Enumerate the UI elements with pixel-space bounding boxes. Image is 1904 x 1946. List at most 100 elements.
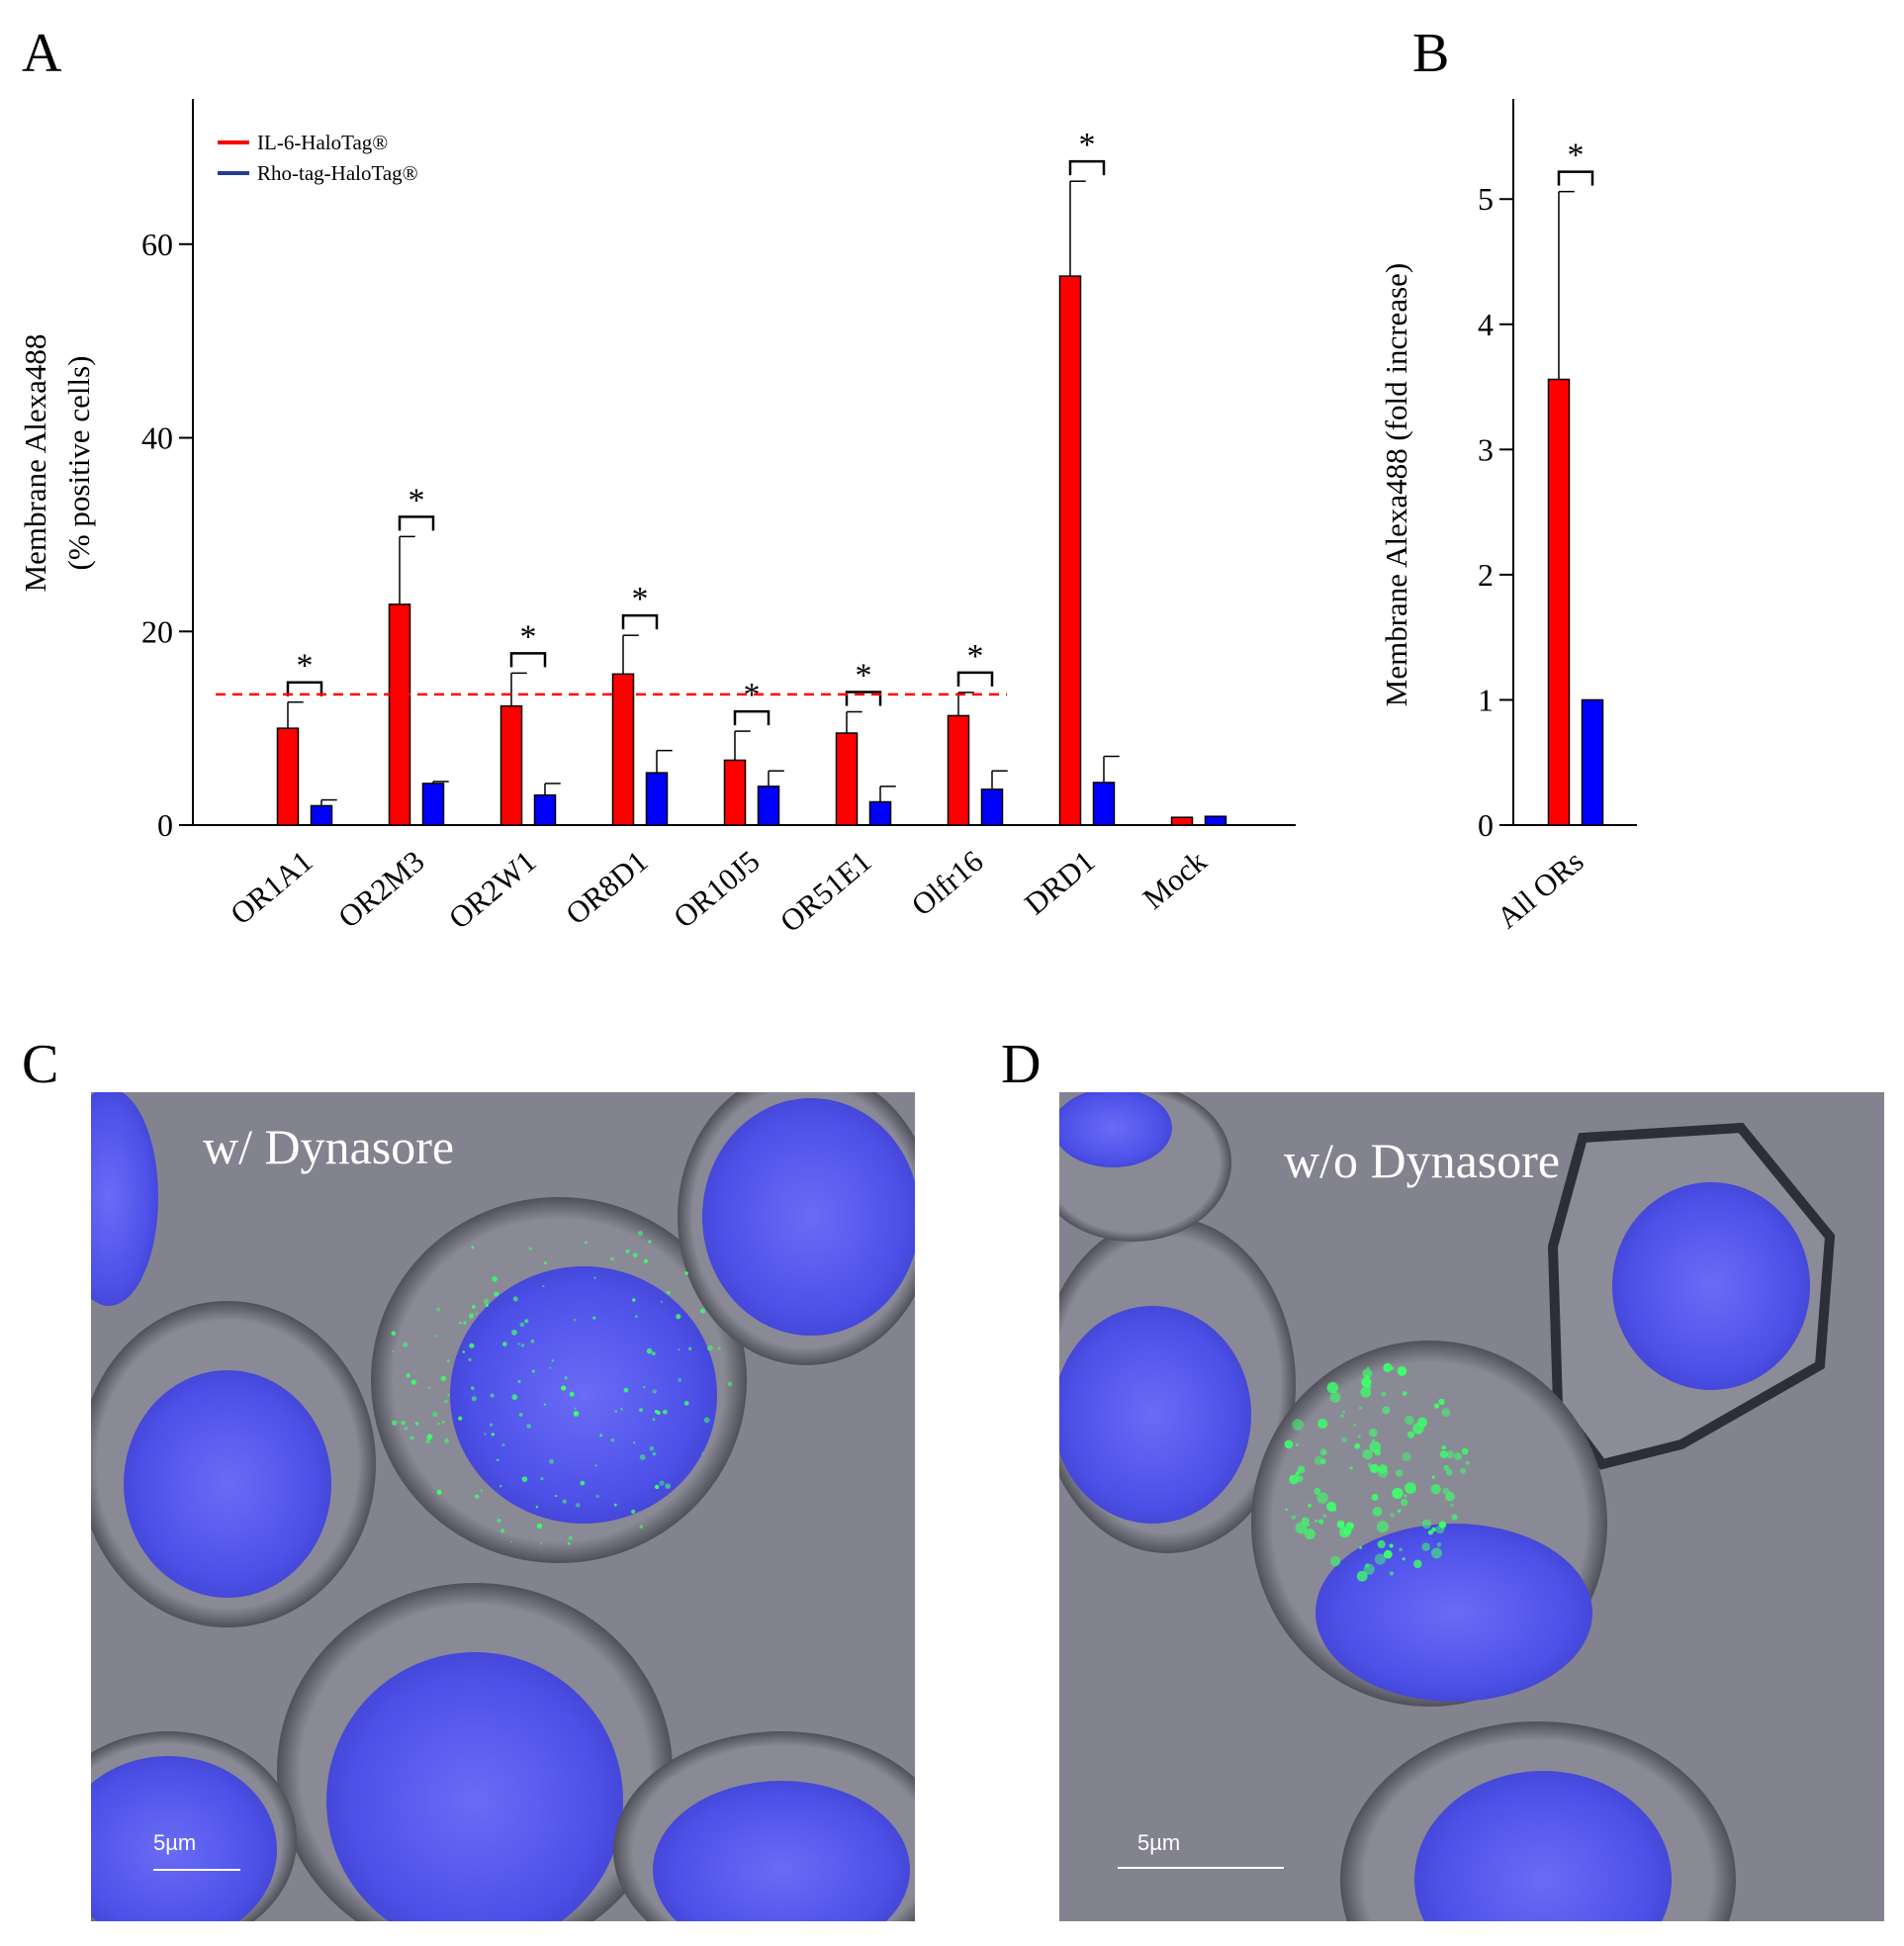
fluorescence-dot [1389,1571,1395,1576]
fluorescence-dot [1433,1403,1440,1409]
fluorescence-dot [551,1359,555,1362]
fluorescence-dot [440,1375,447,1382]
fluorescence-dot [659,1480,665,1486]
fluorescence-dot [610,1437,615,1442]
fluorescence-dot [458,1416,463,1421]
fluorescence-dot [1382,1406,1391,1415]
fluorescence-dot [540,1542,543,1545]
fluorescence-dot [1360,1386,1372,1398]
fluorescence-dot [517,1343,520,1345]
significance-bracket [956,671,994,687]
y-tick-label: 0 [1478,807,1494,843]
bar [645,772,669,826]
fluorescence-dot [1341,1436,1347,1442]
y-tick-label: 4 [1478,307,1494,342]
fluorescence-dot [1353,1423,1357,1427]
nucleus [1059,1092,1172,1167]
fluorescence-dot [521,1476,528,1482]
bar [1204,815,1227,826]
significance-bracket [621,613,659,630]
fluorescence-dot [485,1303,489,1307]
bar [1170,816,1194,826]
bar [757,786,780,826]
legend-a: IL-6-HaloTag® Rho-tag-HaloTag® [218,131,418,185]
fluorescence-dot [555,1494,558,1498]
x-tick-label: Mock [1136,843,1214,916]
fluorescence-dot [401,1420,406,1426]
fluorescence-dot [678,1348,680,1351]
bar [1547,378,1571,826]
fluorescence-dot [625,1249,630,1253]
fluorescence-dot [549,1458,554,1464]
significance-star: * [744,677,761,713]
fluorescence-dot [509,1540,512,1543]
x-tick-label: DRD1 [1018,844,1102,922]
bar [499,704,523,826]
fluorescence-dot [519,1322,525,1328]
fluorescence-dot [1354,1442,1361,1449]
fluorescence-dot [652,1418,656,1422]
y-tick-label: 5 [1478,181,1494,217]
fluorescence-dot [1289,1474,1300,1485]
y-tick-label: 2 [1478,557,1494,593]
significance-bracket [509,652,547,668]
fluorescence-dot [471,1305,476,1309]
fluorescence-dot [1399,1547,1404,1552]
fluorescence-dot [463,1321,467,1325]
fluorescence-dot [444,1399,448,1404]
bar [835,732,859,826]
fluorescence-dot [427,1386,431,1389]
fluorescence-dot [683,1401,689,1406]
scale-bar-label: 5µm [1137,1830,1180,1855]
nucleus [1414,1771,1672,1921]
legend-label-rho: Rho-tag-HaloTag® [257,161,418,185]
fluorescence-dot [1366,1366,1370,1370]
significance-star: * [967,638,984,675]
fluorescence-dot [1397,1366,1407,1376]
fluorescence-dot [1445,1450,1455,1459]
fluorescence-dot [1450,1503,1454,1508]
fluorescence-dot [447,1394,450,1397]
fluorescence-dot [593,1276,596,1279]
fluorescence-dot [462,1350,466,1353]
micrograph-d: w/o Dynasore 5µm [1059,1092,1884,1921]
fluorescence-dot [1356,1570,1368,1582]
fluorescence-dot [620,1408,623,1411]
bar [1058,275,1082,826]
bar [868,800,892,826]
fluorescence-dot [431,1411,438,1418]
fluorescence-dot [646,1347,653,1354]
fluorescence-dot [468,1357,472,1362]
x-tick-label: Olfr16 [905,844,990,923]
fluorescence-dot [524,1319,529,1324]
fluorescence-dot [1413,1559,1422,1569]
bar [947,714,970,826]
fluorescence-dot [403,1342,408,1347]
fluorescence-dot [526,1424,532,1429]
fluorescence-dot [561,1385,567,1391]
fluorescence-dot [435,1335,438,1338]
legend-label-il6: IL-6-HaloTag® [257,131,388,154]
significance-star: * [856,657,872,694]
nucleus [91,1756,277,1921]
fluorescence-dot [471,1396,477,1402]
fluorescence-dot [1297,1465,1306,1474]
fluorescence-dot [667,1290,671,1295]
fluorescence-dot [484,1433,487,1436]
fluorescence-dot [501,1442,505,1446]
panel-letter-c: C [22,1034,58,1095]
x-tick-label: OR51E1 [773,844,878,940]
fluorescence-dot [425,1438,431,1444]
fluorescence-dot [444,1437,449,1443]
fluorescence-dot [1441,1444,1446,1450]
fluorescence-dot [535,1506,539,1509]
y-tick-label: 60 [141,227,173,262]
fluorescence-dot [1342,1410,1346,1414]
nucleus [450,1266,717,1524]
fluorescence-dot [564,1376,568,1380]
micrograph-c-label: w/ Dynasore [203,1119,454,1174]
fluorescence-dot [475,1494,480,1499]
fluorescence-dot [1438,1521,1447,1529]
significance-star: * [408,482,425,518]
